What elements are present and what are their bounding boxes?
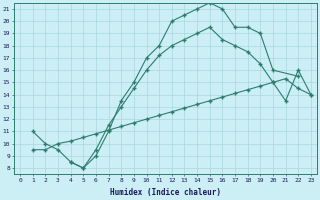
X-axis label: Humidex (Indice chaleur): Humidex (Indice chaleur)	[110, 188, 221, 197]
